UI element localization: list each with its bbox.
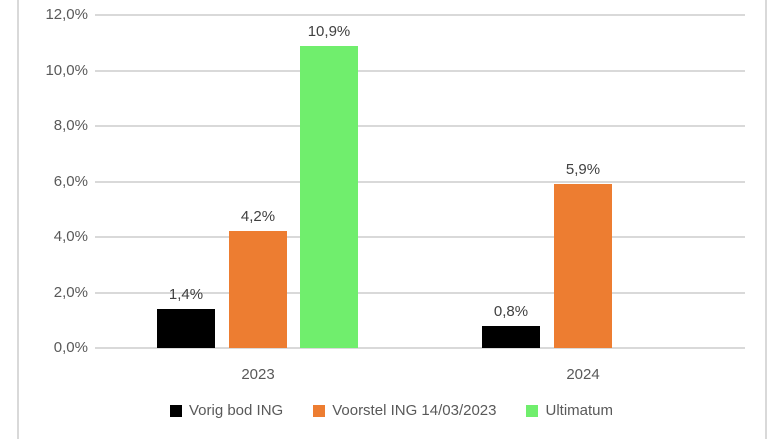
x-axis-category-label: 2024 xyxy=(566,366,600,383)
chart-border-right xyxy=(765,0,767,439)
bar xyxy=(482,326,540,348)
bar-data-label: 10,9% xyxy=(307,23,351,40)
gridline xyxy=(95,180,745,183)
y-axis-tick-label: 2,0% xyxy=(53,283,88,301)
bar-data-label: 1,4% xyxy=(168,286,204,303)
gridline xyxy=(95,69,745,72)
bar xyxy=(157,309,215,348)
legend-label: Ultimatum xyxy=(545,402,613,419)
chart-legend: Vorig bod ING Voorstel ING 14/03/2023 Ulti… xyxy=(17,402,766,420)
bar-data-label: 0,8% xyxy=(493,303,529,320)
bar xyxy=(554,184,612,348)
legend-swatch-icon xyxy=(526,405,539,417)
bar xyxy=(300,46,358,348)
legend-item: Vorig bod ING xyxy=(169,402,284,420)
gridline xyxy=(95,291,745,294)
x-axis-category-label: 2023 xyxy=(241,366,275,383)
bar-data-label: 5,9% xyxy=(565,161,601,178)
y-axis-tick-label: 4,0% xyxy=(53,228,88,245)
y-axis-tick-label: 6,0% xyxy=(53,172,88,190)
legend-swatch-icon xyxy=(313,405,326,417)
y-axis-tick-label: 10,0% xyxy=(45,61,88,79)
y-axis-tick-label: 8,0% xyxy=(53,117,88,134)
gridline xyxy=(95,236,745,238)
legend-item: Ultimatum xyxy=(526,402,613,420)
gridline xyxy=(95,347,745,349)
legend-label: Vorig bod ING xyxy=(188,402,284,419)
y-axis-tick-label: 0,0% xyxy=(53,339,88,356)
bar xyxy=(229,231,287,348)
gridline xyxy=(95,14,745,16)
gridline xyxy=(95,125,745,127)
legend-label: Voorstel ING 14/03/2023 xyxy=(332,402,497,419)
bar-data-label: 4,2% xyxy=(240,208,276,225)
legend-swatch-icon xyxy=(169,405,182,417)
chart-border-left xyxy=(17,0,19,439)
legend-item: Voorstel ING 14/03/2023 xyxy=(313,402,496,420)
y-axis-tick-label: 12,0% xyxy=(45,6,88,23)
